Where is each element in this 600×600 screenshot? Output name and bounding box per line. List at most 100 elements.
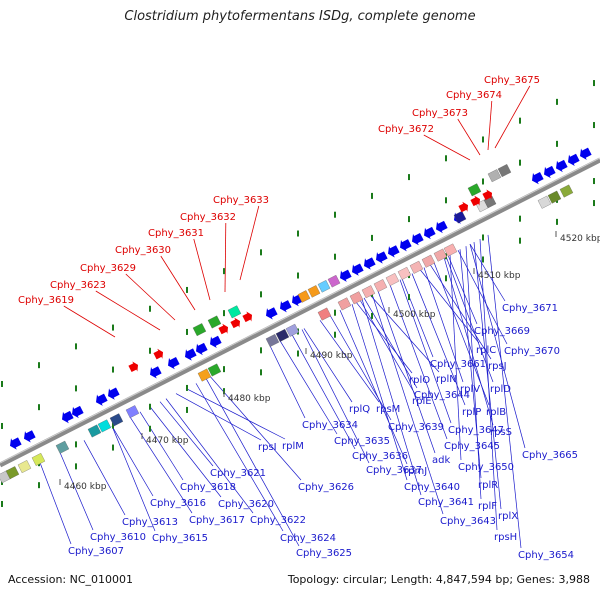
gene-box	[297, 290, 311, 303]
gene-leader	[59, 452, 94, 531]
gene-label: Cphy_3634	[302, 420, 358, 431]
reverse-gene-arrow	[568, 153, 580, 166]
highlight-gene-label: Cphy_3619	[18, 295, 74, 306]
gene-leader	[487, 234, 522, 549]
reverse-gene-arrow	[424, 226, 436, 240]
gene-label: Cphy_3650	[458, 462, 514, 473]
summary-text: Topology: circular; Length: 4,847,594 bp…	[287, 573, 590, 586]
gene-box	[409, 260, 424, 274]
gene-label: Cphy_3626	[298, 482, 354, 493]
gene-label: Cphy_3624	[280, 533, 336, 544]
gene-box	[207, 315, 222, 329]
reverse-gene-arrow	[532, 172, 544, 185]
gene-labels: Cphy_3607 Cphy_3610 Cphy_3613 Cphy_3615 Cphy…	[68, 303, 578, 561]
gene-leader	[369, 294, 440, 373]
highlighted-gene-arrow	[218, 323, 229, 335]
scale-labels: 4460 kbp 4470 kbp 4480 kbp 4490 kbp 4500 kbp…	[59, 231, 600, 492]
gene-leader	[469, 243, 526, 449]
gene-leader	[195, 383, 284, 532]
gene-label: rplP	[462, 407, 481, 418]
gene-leader	[83, 440, 126, 516]
gene-box	[327, 274, 341, 288]
gene-box	[547, 190, 562, 204]
gene-box	[317, 280, 331, 293]
gene-label: Cphy_3620	[218, 499, 274, 510]
gene-box	[97, 419, 112, 433]
gene-box	[31, 452, 46, 466]
highlight-gene-label: Cphy_3675	[484, 75, 540, 86]
gene-label: rplB	[486, 407, 506, 418]
reverse-gene-arrow	[580, 147, 592, 160]
gene-leader	[351, 303, 408, 481]
highlighted-gene-arrow	[153, 348, 164, 360]
gene-leader	[449, 254, 462, 461]
gene-leader	[411, 273, 466, 406]
gene-box	[467, 183, 482, 197]
gene-box	[285, 323, 300, 337]
gene-leader	[377, 290, 436, 454]
gene-label: Cphy_3670	[504, 346, 560, 357]
gene-box	[433, 248, 448, 262]
gene-label: Cphy_3621	[210, 468, 266, 479]
gene-label: Cphy_3635	[334, 436, 390, 447]
gene-leader	[279, 340, 338, 435]
gene-label: rplO	[409, 375, 430, 386]
gene-leader	[371, 293, 444, 515]
highlight-leader	[423, 134, 471, 161]
highlighted-gene-arrow	[482, 189, 493, 201]
reverse-gene-arrow	[352, 263, 364, 276]
gene-leader	[111, 425, 156, 532]
gene-box	[265, 334, 280, 347]
gene-box	[207, 363, 222, 377]
highlight-gene-label: Cphy_3633	[213, 195, 269, 206]
highlighted-gene-arrow	[128, 361, 139, 373]
reverse-gene-arrow	[196, 342, 208, 356]
gene-box	[125, 405, 140, 419]
reverse-gene-arrow	[400, 239, 412, 252]
gene-leader	[129, 416, 193, 514]
gene-leader	[447, 255, 478, 325]
gene-leader	[175, 393, 262, 441]
gene-leader	[111, 425, 154, 497]
label-leaders	[39, 85, 531, 549]
reverse-gene-arrow	[150, 366, 162, 379]
gene-box	[337, 297, 352, 311]
gene-leader	[423, 267, 464, 383]
gene-leader	[469, 243, 506, 302]
gene-box	[197, 368, 212, 382]
gene-leader	[165, 398, 254, 514]
gene-box	[361, 285, 376, 299]
highlight-leader	[95, 290, 161, 331]
gene-leader	[303, 328, 353, 403]
gene-label: Cphy_3615	[152, 533, 208, 544]
gene-label: rpmJ	[404, 466, 427, 477]
gene-box	[192, 323, 207, 337]
reverse-gene-arrow	[544, 165, 556, 179]
gene-label: Cphy_3625	[296, 548, 352, 559]
highlight-leader	[224, 222, 227, 293]
scale-label: 4510 kbp	[478, 271, 521, 281]
map-title: Clostridium phytofermentans ISDg, comple…	[124, 9, 476, 24]
gene-leader	[301, 329, 370, 464]
highlight-leader	[457, 118, 481, 156]
reverse-gene-arrow	[266, 307, 278, 320]
reverse-gene-arrow	[10, 437, 22, 450]
gene-label: rpsS	[490, 427, 512, 438]
highlight-gene-label: Cphy_3631	[148, 228, 204, 239]
gene-box	[87, 424, 102, 438]
gene-label: Cphy_3644	[414, 390, 470, 401]
gene-label: rplR	[478, 480, 498, 491]
gene-leader	[389, 284, 448, 440]
reverse-gene-arrow	[108, 387, 120, 400]
gene-label: Cphy_3618	[180, 482, 236, 493]
highlight-leader	[63, 305, 116, 338]
highlight-leader	[487, 100, 493, 151]
gene-box	[227, 305, 242, 319]
gene-label: rplE	[412, 396, 432, 407]
gene-leader	[159, 401, 214, 467]
gene-box	[453, 210, 467, 224]
reverse-gene-arrow	[185, 348, 197, 361]
gene-label: Cphy_3607	[68, 546, 124, 557]
gene-label: rpsI	[258, 442, 277, 453]
gene-label: Cphy_3641	[418, 497, 474, 508]
